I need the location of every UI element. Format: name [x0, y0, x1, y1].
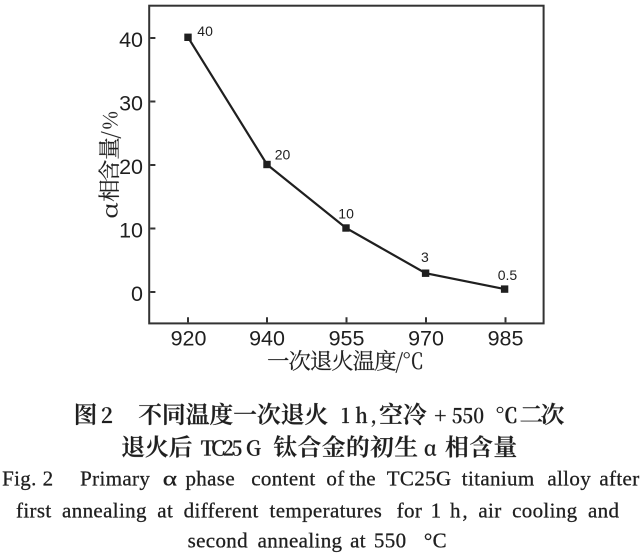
svg-text:3: 3 — [421, 249, 429, 265]
svg-text:1: 1 — [431, 499, 442, 523]
svg-text:annealing: annealing — [62, 499, 147, 523]
svg-text:970: 970 — [408, 327, 444, 351]
svg-text:titanium: titanium — [462, 467, 535, 491]
svg-text:Fig.: Fig. — [2, 467, 37, 491]
svg-text:second: second — [188, 529, 249, 553]
svg-text:550: 550 — [374, 529, 407, 553]
svg-text:°C: °C — [424, 529, 447, 553]
svg-text:for: for — [397, 499, 423, 523]
svg-text:temperatures: temperatures — [270, 499, 383, 523]
svg-text:955: 955 — [329, 327, 365, 351]
svg-text:20: 20 — [119, 155, 143, 179]
svg-text:20: 20 — [275, 147, 291, 163]
svg-text:h: h — [450, 499, 461, 523]
svg-text:30: 30 — [119, 92, 143, 116]
svg-text:,: , — [462, 499, 468, 523]
svg-text:985: 985 — [488, 327, 524, 351]
svg-text:at: at — [157, 499, 173, 523]
svg-text:at: at — [350, 529, 366, 553]
svg-text:first: first — [16, 499, 52, 523]
svg-text:10: 10 — [119, 219, 143, 243]
svg-text:alloy: alloy — [547, 467, 591, 491]
svg-text:0.5: 0.5 — [498, 267, 518, 283]
svg-text:940: 940 — [249, 327, 285, 351]
svg-text:and: and — [588, 499, 620, 523]
svg-text:10: 10 — [338, 205, 354, 221]
svg-text:the: the — [349, 467, 376, 491]
svg-text:cooling: cooling — [512, 499, 578, 523]
svg-text:40: 40 — [197, 23, 213, 39]
svg-text:phase: phase — [185, 467, 235, 491]
svg-text:Primary: Primary — [80, 467, 150, 491]
svg-text:α: α — [163, 467, 178, 490]
svg-text:different: different — [184, 499, 259, 523]
svg-text:920: 920 — [171, 327, 207, 351]
svg-text:of: of — [326, 467, 344, 491]
svg-text:air: air — [478, 499, 501, 523]
svg-text:after: after — [599, 467, 639, 491]
svg-text:content: content — [251, 467, 315, 491]
svg-text:40: 40 — [119, 28, 143, 52]
svg-text:0: 0 — [131, 282, 143, 306]
svg-text:annealing: annealing — [258, 529, 343, 553]
svg-text:2: 2 — [43, 467, 54, 491]
svg-text:TC25G: TC25G — [387, 467, 452, 491]
